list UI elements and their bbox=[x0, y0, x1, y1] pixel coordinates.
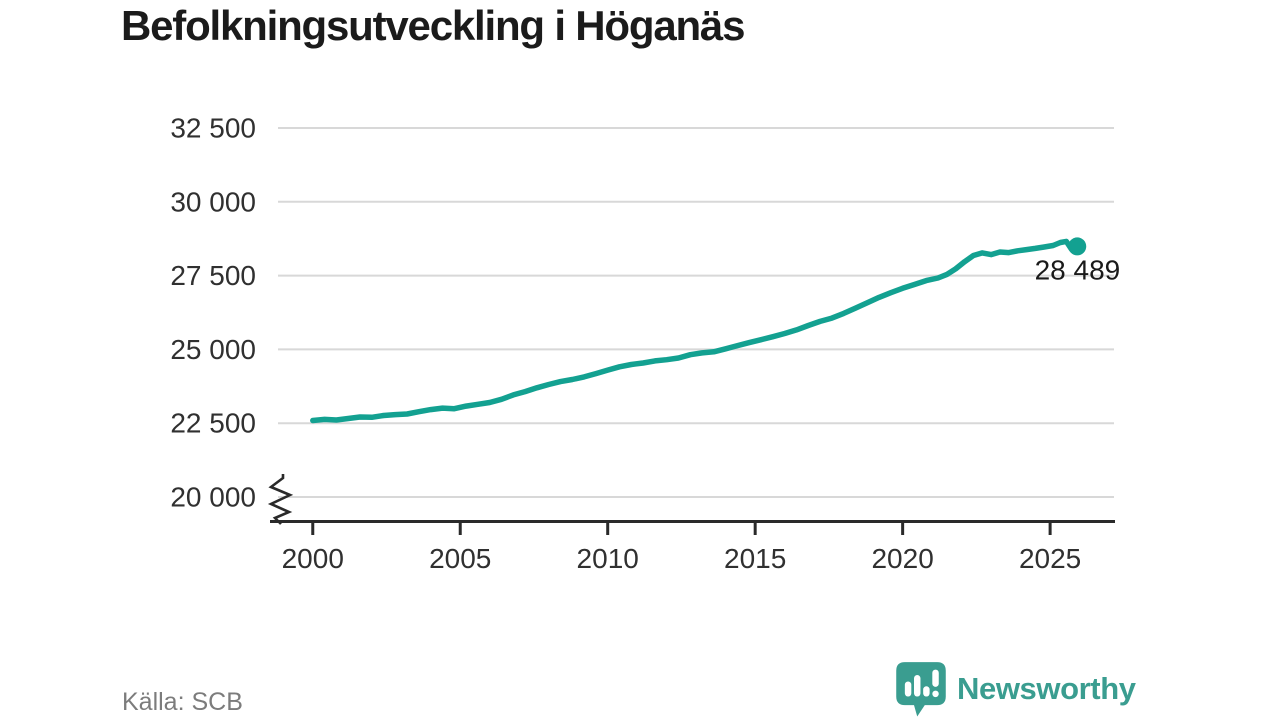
x-tick-label: 2010 bbox=[577, 543, 639, 574]
population-line-chart: 32 500 30 000 27 500 25 000 22 500 20 000 2000… bbox=[170, 113, 1121, 575]
axis-break-icon bbox=[267, 474, 294, 525]
end-value-label: 28 489 bbox=[1035, 254, 1121, 285]
x-tick-label: 2020 bbox=[871, 543, 933, 574]
y-tick-label: 22 500 bbox=[170, 408, 256, 439]
x-tick-label: 2005 bbox=[429, 543, 491, 574]
logo-bar-3 bbox=[923, 686, 930, 697]
logo-bar-1 bbox=[904, 681, 912, 697]
x-tick-label: 2015 bbox=[724, 543, 786, 574]
end-point-marker bbox=[1068, 237, 1087, 256]
logo-exclamation-stem bbox=[932, 669, 939, 687]
y-tick-label: 20 000 bbox=[170, 482, 256, 513]
y-tick-label: 32 500 bbox=[170, 113, 256, 144]
source-label: Källa: SCB bbox=[122, 688, 243, 716]
newsworthy-logo-icon bbox=[896, 662, 946, 717]
newsworthy-logo[interactable]: Newsworthy bbox=[895, 661, 1136, 717]
y-tick-label: 25 000 bbox=[170, 334, 256, 365]
x-tick-label: 2025 bbox=[1019, 543, 1081, 574]
newsworthy-wordmark: Newsworthy bbox=[957, 671, 1136, 706]
logo-bar-2 bbox=[914, 675, 921, 697]
chart-title: Befolkningsutveckling i Höganäs bbox=[121, 2, 745, 49]
y-tick-label: 27 500 bbox=[170, 260, 256, 291]
logo-exclamation-dot bbox=[932, 690, 939, 698]
population-line bbox=[310, 238, 1080, 424]
y-tick-label: 30 000 bbox=[170, 186, 256, 217]
x-tick-label: 2000 bbox=[282, 543, 344, 574]
